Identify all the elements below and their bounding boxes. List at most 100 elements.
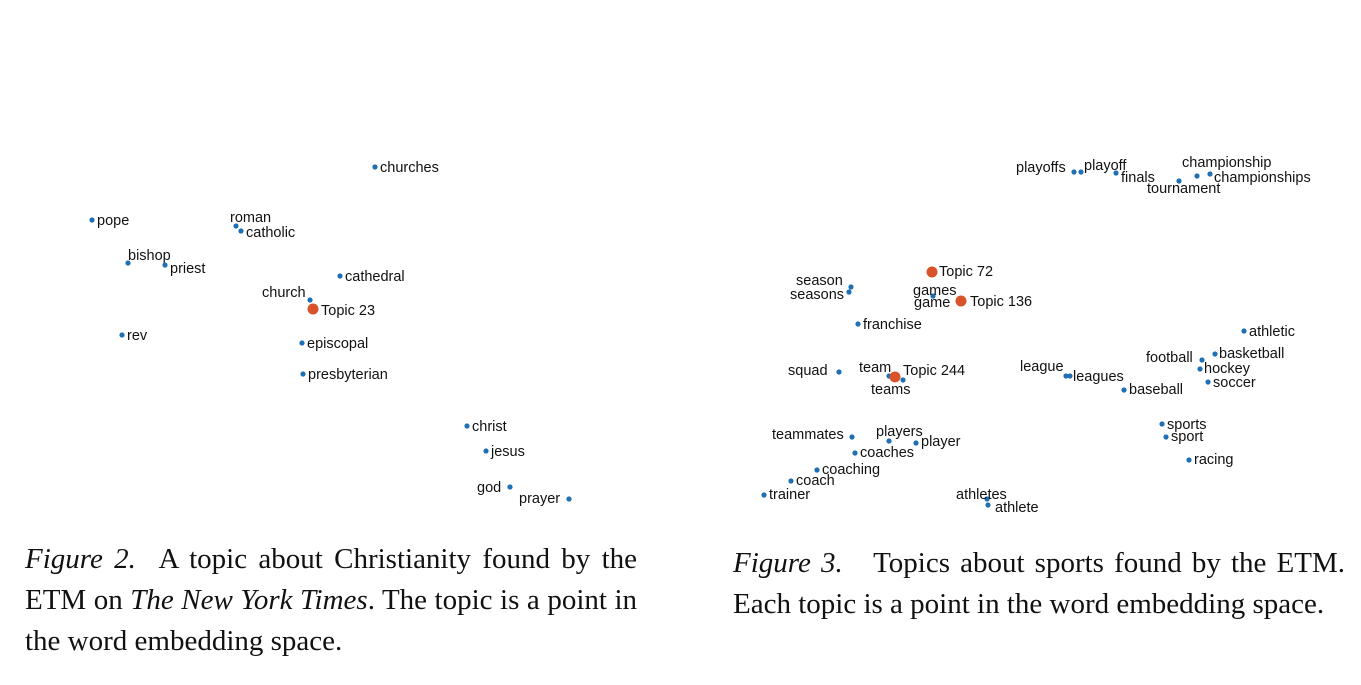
word-label-athlete: athlete [995,500,1039,516]
word-point-championship [1194,173,1200,179]
word-tournament: tournament [1147,178,1220,197]
figure-3-caption: Figure 3. Topics about sports found by t… [733,543,1345,625]
word-label-god: god [477,480,501,496]
word-point-churches [372,164,378,170]
word-label-playoff: playoff [1084,158,1127,174]
word-label-catholic: catholic [246,225,295,241]
word-athletes: athletes [956,487,1007,503]
word-coaching: coaching [814,462,880,478]
word-point-episcopal [299,340,305,346]
word-teams: teams [871,377,911,398]
figure-2-caption-label: Figure 2. [25,543,136,575]
word-point-rev [119,332,125,338]
word-point-playoff [1078,169,1084,175]
figure-2-caption: Figure 2. A topic about Christianity fou… [25,539,637,662]
word-point-coaches [852,450,858,456]
word-player: player [913,434,961,450]
word-squad: squad [788,363,842,379]
word-label-episcopal: episcopal [307,336,368,352]
word-bishop: bishop [125,248,171,266]
figure-2-caption-source: The New York Times [130,584,368,616]
word-label-tournament: tournament [1147,181,1220,197]
word-label-coach: coach [796,473,835,489]
word-label-games: games [913,283,957,299]
word-point-playoffs [1071,169,1077,175]
word-point-tournament [1176,178,1182,184]
word-point-sports [1159,421,1165,427]
word-christ: christ [464,419,507,435]
word-point-teammates [849,434,855,440]
word-label-church: church [262,285,306,301]
word-label-roman: roman [230,210,271,226]
word-point-championships [1207,171,1213,177]
topic-topic-136: Topic 136 [955,294,1032,310]
word-label-game: game [914,295,950,311]
word-jesus: jesus [483,444,525,460]
word-point-coach [788,478,794,484]
word-athlete: athlete [985,500,1039,516]
word-seasons: seasons [790,287,852,303]
word-point-teams [900,377,906,383]
figure-2-caption-text-before: A topic about Christianity found by the … [25,543,637,616]
word-label-leagues: leagues [1073,369,1124,385]
word-point-hockey [1197,366,1203,372]
word-point-seasons [846,289,852,295]
word-label-teams: teams [871,382,911,398]
word-point-pope [89,217,95,223]
word-league: league [1020,359,1069,379]
word-sport: sport [1163,429,1203,445]
word-point-bishop [125,260,131,266]
figure-3-caption-text: Topics about sports found by the ETM. Ea… [733,547,1346,620]
word-franchise: franchise [855,317,922,333]
topic-label-topic-244: Topic 244 [903,363,965,379]
word-games: games [913,283,957,299]
word-coaches: coaches [852,445,914,461]
word-prayer: prayer [519,491,572,507]
word-coach: coach [788,473,835,489]
topic-point-topic-72 [926,266,938,278]
word-point-athlete [985,502,991,508]
word-god: god [477,480,513,496]
word-players: players [876,424,923,444]
word-point-players [886,438,892,444]
word-teammates: teammates [772,427,855,443]
word-label-soccer: soccer [1213,375,1256,391]
word-soccer: soccer [1205,375,1256,391]
word-point-god [507,484,513,490]
figure-3-embedding-plot: playoffs playoff finals championship champio… [680,0,1361,530]
word-athletic: athletic [1241,324,1295,340]
word-label-league: league [1020,359,1064,375]
word-label-playoffs: playoffs [1016,160,1066,176]
figure-2-embedding-plot: churches pope roman catholic bishop priest cat… [0,0,680,530]
word-point-squad [836,369,842,375]
word-sports: sports [1159,417,1207,433]
word-label-athletes: athletes [956,487,1007,503]
word-playoffs: playoffs [1016,160,1077,176]
word-point-league [1063,373,1069,379]
word-label-players: players [876,424,923,440]
word-finals: finals [1113,170,1155,186]
word-point-jesus [483,448,489,454]
topic-label-topic-23: Topic 23 [321,303,375,319]
word-label-finals: finals [1121,170,1155,186]
word-label-cathedral: cathedral [345,269,405,285]
word-leagues: leagues [1067,369,1124,385]
word-point-coaching [814,467,820,473]
word-label-pope: pope [97,213,129,229]
topic-topic-23: Topic 23 [307,303,375,319]
word-point-season [848,284,854,290]
word-catholic: catholic [238,225,295,241]
word-label-trainer: trainer [769,487,810,503]
word-label-bishop: bishop [128,248,171,264]
word-label-coaches: coaches [860,445,914,461]
topic-point-topic-244 [889,371,901,383]
word-basketball: basketball [1212,346,1284,362]
word-label-sports: sports [1167,417,1207,433]
word-label-baseball: baseball [1129,382,1183,398]
word-point-racing [1186,457,1192,463]
word-point-soccer [1205,379,1211,385]
word-roman: roman [230,210,271,229]
word-label-presbyterian: presbyterian [308,367,388,383]
